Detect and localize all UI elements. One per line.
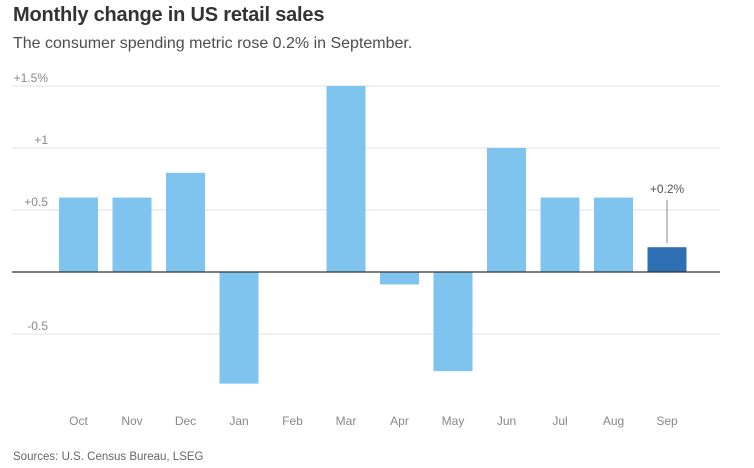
x-tick-label: Jan [229, 414, 248, 428]
x-tick-label: May [442, 414, 465, 428]
x-tick-label: Feb [282, 414, 303, 428]
bar-may [433, 272, 473, 372]
x-tick-label: Jul [552, 414, 567, 428]
bar-jul [540, 197, 580, 272]
y-tick-label: +1 [34, 133, 48, 147]
chart-subtitle: The consumer spending metric rose 0.2% i… [13, 35, 413, 52]
bar-jun [487, 148, 526, 272]
y-tick-label: +1.5% [14, 71, 49, 85]
bar-dec [166, 172, 205, 272]
bar-nov [112, 197, 152, 272]
chart-title: Monthly change in US retail sales [13, 4, 325, 26]
bar-sep [647, 247, 687, 272]
y-tick-label: -0.5 [27, 319, 48, 333]
bar-aug [594, 197, 633, 272]
x-tick-label: Nov [121, 414, 142, 428]
x-tick-label: Sep [656, 414, 678, 428]
bar-mar [326, 86, 366, 272]
bar-oct [59, 197, 98, 272]
x-tick-label: Dec [175, 414, 196, 428]
bar-jan [219, 272, 259, 384]
x-tick-label: Aug [603, 414, 624, 428]
x-tick-label: Mar [336, 414, 357, 428]
bar-chart: +1.5% +1 +0.5 -0.5 Oct Nov Dec Jan Feb Mar Apr May J… [12, 71, 720, 428]
annotation-label: +0.2% [650, 182, 685, 196]
x-tick-label: Oct [69, 414, 88, 428]
source-note: Sources: U.S. Census Bureau, LSEG [13, 451, 204, 463]
bar-apr [380, 272, 419, 285]
x-tick-label: Apr [390, 414, 409, 428]
x-tick-label: Jun [497, 414, 516, 428]
y-tick-label: +0.5 [24, 195, 48, 209]
